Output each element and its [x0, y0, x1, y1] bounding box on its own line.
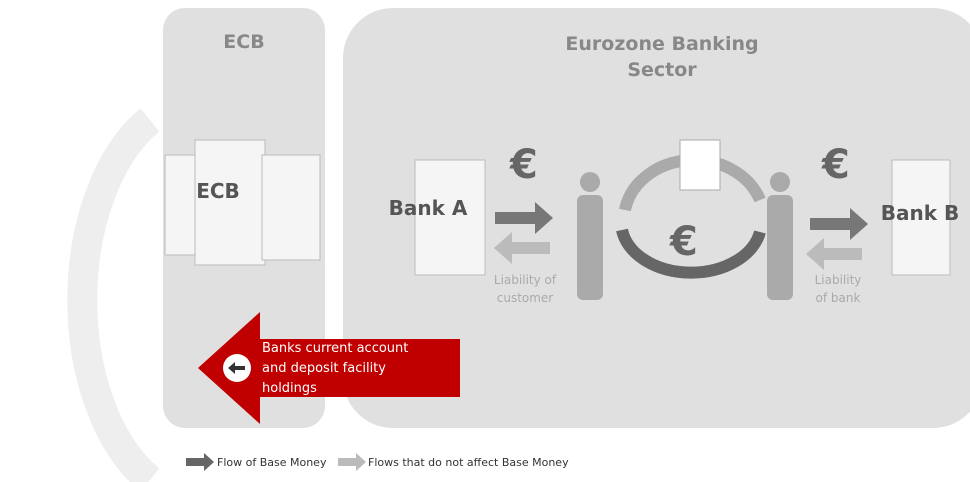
decor-arc [67, 108, 160, 482]
person [577, 172, 793, 300]
arrow-dark [810, 208, 868, 240]
cycle-arrow [616, 228, 766, 279]
document-icon [679, 139, 721, 191]
legend-swatch [338, 453, 366, 471]
liability-label: of bank [816, 291, 861, 305]
arrow-light [494, 232, 550, 264]
bank-b: Bank B [881, 201, 960, 225]
red-arrow-text: holdings [262, 381, 317, 396]
arrow-light [806, 238, 862, 270]
red-arrow-text: Banks current account [262, 341, 408, 356]
bank-a: Bank A [389, 196, 468, 220]
ecb-building [164, 139, 321, 266]
sector-panel [343, 8, 970, 428]
liability-label: Liability of [494, 273, 557, 287]
red-arrow [198, 312, 460, 424]
bank-b-building [891, 159, 951, 276]
ecb-title: ECB [223, 31, 264, 53]
bank-a-building [414, 159, 486, 276]
ecb-building-label: ECB [196, 179, 240, 203]
sector-title: Sector [627, 59, 697, 81]
legend-swatch [186, 453, 214, 471]
euro-icon: € [669, 219, 698, 265]
euro-icon: € [821, 142, 850, 188]
liability-label: Liability [815, 273, 862, 287]
red-arrow-text: and deposit facility [262, 361, 386, 376]
legend-label: Flows that do not affect Base Money [368, 456, 569, 469]
euro-icon: € [509, 142, 538, 188]
liability-label: customer [497, 291, 554, 305]
arrow-dark [495, 202, 553, 234]
arrow-icon [228, 362, 245, 374]
legend-label: Flow of Base Money [217, 456, 327, 469]
sector-title: Eurozone Banking [565, 33, 758, 55]
